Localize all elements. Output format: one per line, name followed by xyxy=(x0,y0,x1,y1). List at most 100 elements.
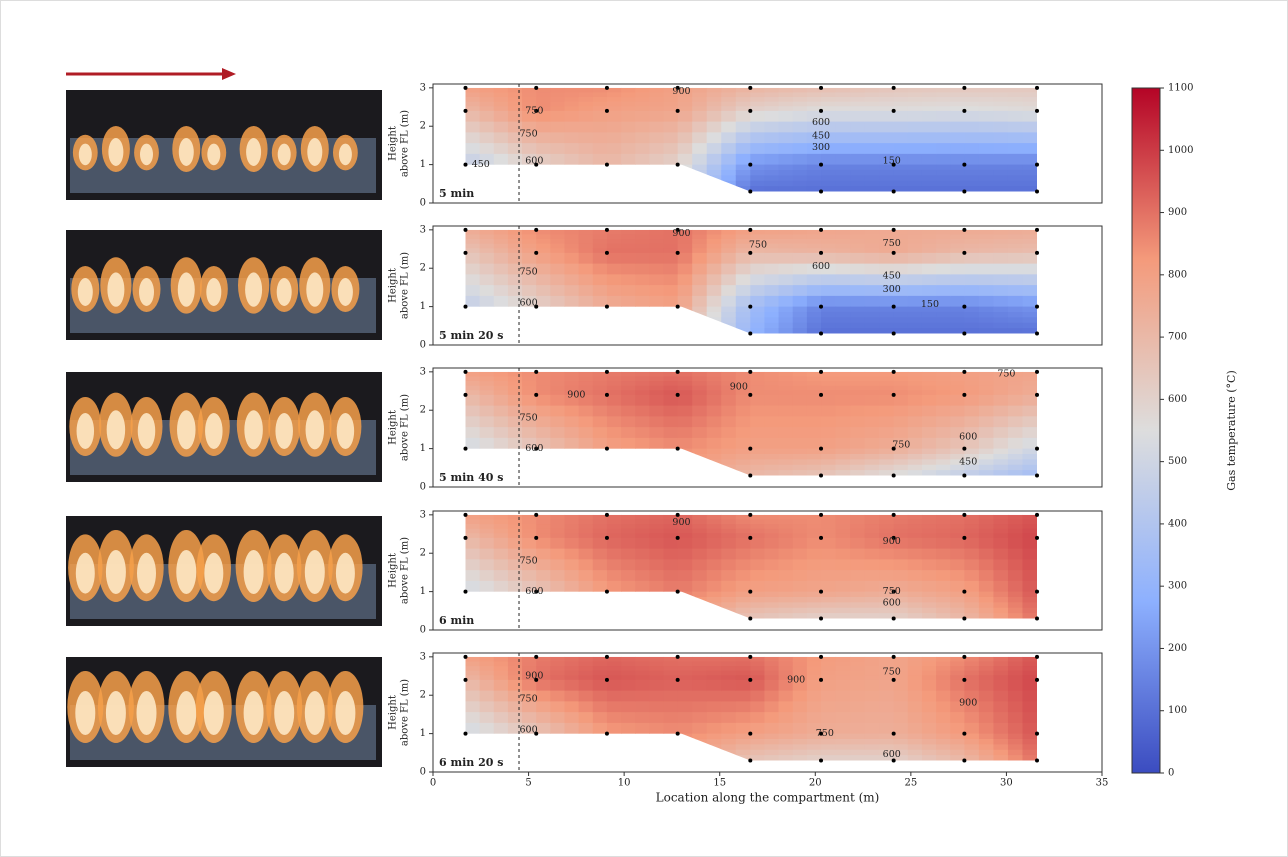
sensor-point xyxy=(1035,678,1039,682)
sensor-point xyxy=(605,678,609,682)
temperature-cell xyxy=(807,459,822,465)
temperature-cell xyxy=(922,755,937,761)
temperature-cell xyxy=(836,515,851,520)
temperature-cell xyxy=(979,515,994,520)
temperature-cell xyxy=(936,154,951,165)
temperature-cell xyxy=(850,538,865,549)
temperature-cell xyxy=(736,739,751,745)
temperature-cell xyxy=(908,661,923,666)
temperature-cell xyxy=(764,285,779,296)
temperature-cell xyxy=(607,230,622,235)
temperature-cell xyxy=(536,239,551,244)
temperature-cell xyxy=(692,253,707,264)
temperature-cell xyxy=(593,519,608,524)
temperature-cell xyxy=(865,661,880,666)
temperature-cell xyxy=(779,723,794,734)
flame-core xyxy=(179,138,194,166)
temperature-cell xyxy=(908,734,923,740)
temperature-cell xyxy=(821,248,836,253)
temperature-cell xyxy=(736,744,751,750)
temperature-cell xyxy=(779,307,794,313)
temperature-cell xyxy=(721,111,736,122)
temperature-cell xyxy=(908,739,923,745)
temperature-cell xyxy=(707,438,722,449)
temperature-cell xyxy=(1008,680,1023,691)
temperature-cell xyxy=(635,529,650,534)
contour-label: 150 xyxy=(883,155,901,166)
temperature-cell xyxy=(692,154,707,165)
temperature-cell xyxy=(480,244,495,249)
sensor-point xyxy=(892,473,896,477)
temperature-cell xyxy=(922,701,937,712)
temperature-cell xyxy=(964,592,979,598)
temperature-cell xyxy=(678,390,693,395)
temperature-cell xyxy=(1022,597,1037,603)
temperature-cell xyxy=(607,406,622,417)
temperature-cell xyxy=(793,296,808,307)
temperature-cell xyxy=(480,381,495,386)
temperature-cell xyxy=(821,666,836,671)
temperature-cell xyxy=(565,581,580,592)
temperature-cell xyxy=(635,671,650,676)
temperature-cell xyxy=(1008,744,1023,750)
temperature-cell xyxy=(1008,538,1023,549)
temperature-cell xyxy=(736,102,751,107)
temperature-cell xyxy=(821,416,836,427)
temperature-cell xyxy=(865,524,880,529)
temperature-cell xyxy=(579,691,594,702)
temperature-cell xyxy=(664,701,679,712)
temperature-cell xyxy=(736,597,751,603)
temperature-cell xyxy=(465,549,480,560)
temperature-cell xyxy=(922,165,937,171)
temperature-cell xyxy=(750,454,765,460)
temperature-cell xyxy=(736,132,751,143)
temperature-cell xyxy=(480,106,495,111)
sensor-point xyxy=(605,513,609,517)
temperature-cell xyxy=(936,592,951,598)
temperature-cell xyxy=(936,427,951,438)
temperature-cell xyxy=(692,296,707,307)
temperature-cell xyxy=(964,470,979,476)
temperature-cell xyxy=(993,92,1008,97)
temperature-cell xyxy=(936,529,951,534)
temperature-cell xyxy=(979,454,994,460)
temperature-cell xyxy=(579,230,594,235)
temperature-cell xyxy=(764,274,779,285)
temperature-cell xyxy=(836,755,851,761)
temperature-cell xyxy=(865,181,880,187)
temperature-cell xyxy=(821,712,836,723)
contour-label: 600 xyxy=(812,261,830,272)
temperature-cell xyxy=(993,454,1008,460)
temperature-cell xyxy=(764,143,779,154)
temperature-cell xyxy=(649,234,664,239)
temperature-cell xyxy=(721,165,736,171)
temperature-cell xyxy=(894,122,909,133)
contour-label: 450 xyxy=(472,159,490,170)
temperature-cell xyxy=(836,581,851,592)
temperature-cell xyxy=(922,181,937,187)
temperature-cell xyxy=(836,253,851,264)
temperature-cell xyxy=(821,459,836,465)
temperature-cell xyxy=(607,657,622,662)
temperature-cell xyxy=(979,230,994,235)
temperature-cell xyxy=(836,181,851,187)
temperature-cell xyxy=(1008,739,1023,745)
sensor-point xyxy=(892,109,896,113)
temperature-cell xyxy=(865,712,880,723)
temperature-cell xyxy=(664,253,679,264)
temperature-cell xyxy=(550,234,565,239)
temperature-cell xyxy=(964,317,979,323)
temperature-cell xyxy=(664,122,679,133)
temperature-cell xyxy=(678,122,693,133)
temperature-cell xyxy=(836,701,851,712)
temperature-cell xyxy=(922,613,937,619)
temperature-cell xyxy=(979,734,994,740)
temperature-cell xyxy=(922,239,937,244)
temperature-cell xyxy=(621,515,636,520)
temperature-cell xyxy=(750,372,765,377)
temperature-cell xyxy=(550,390,565,395)
temperature-cell xyxy=(922,230,937,235)
temperature-cell xyxy=(894,406,909,417)
temperature-cell xyxy=(536,406,551,417)
flame-core xyxy=(178,272,195,306)
